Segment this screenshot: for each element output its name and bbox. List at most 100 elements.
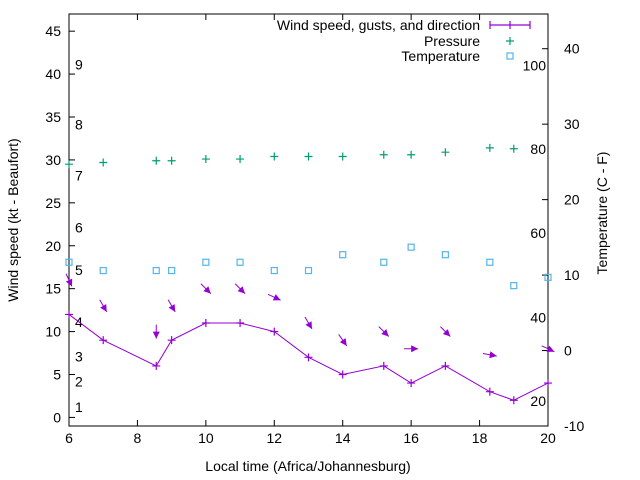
- arrow-head: [411, 345, 419, 353]
- pressure-point: [407, 150, 416, 159]
- wind-speed-point: [338, 370, 347, 379]
- y-tick-label: 0: [53, 409, 61, 425]
- x-tick-label: 6: [65, 430, 73, 446]
- y2-tick-label: 30: [564, 116, 580, 132]
- wind-direction-arrow-icon: [338, 334, 348, 347]
- arrow-head: [168, 304, 176, 312]
- wind-direction-arrow-icon: [304, 316, 313, 330]
- pressure-point: [485, 143, 494, 152]
- beaufort-label: 8: [75, 117, 83, 133]
- temperature-point: [99, 266, 107, 275]
- pressure-point: [338, 152, 347, 161]
- temperature-point: [380, 258, 388, 266]
- legend-sample-temperature: [506, 52, 514, 60]
- arrow-head: [546, 345, 555, 352]
- x-tick-label: 10: [198, 430, 214, 446]
- wind-speed-point: [236, 319, 245, 327]
- legend-label-wind: Wind speed, gusts, and direction: [277, 17, 480, 33]
- pressure-point: [65, 160, 73, 169]
- temperature-point: [202, 258, 210, 266]
- temperature-point: [544, 273, 552, 281]
- y-tick-label: 15: [45, 281, 61, 297]
- plot-border: [68, 13, 549, 427]
- y2-tick-label: 0: [564, 343, 572, 359]
- pressure-point: [99, 158, 108, 167]
- y-tick-label: 25: [45, 195, 61, 211]
- wind-direction-arrow-icon: [65, 273, 73, 287]
- y2-axis-label: Temperature (C - F): [594, 152, 610, 275]
- wind-speed-point: [99, 336, 108, 345]
- arrow-head: [100, 304, 107, 312]
- beaufort-label: 9: [75, 57, 83, 73]
- temperature-point: [270, 266, 278, 275]
- temperature-point: [304, 266, 313, 275]
- temperature-point: [339, 251, 347, 259]
- x-tick-label: 8: [134, 430, 142, 446]
- legend-sample-wind: [489, 21, 531, 29]
- wind-speed-point: [304, 353, 313, 362]
- arrow-head: [152, 331, 160, 339]
- arrow-head: [237, 286, 246, 294]
- pressure-point: [201, 155, 210, 164]
- y-tick-label: 20: [45, 238, 61, 254]
- pressure-point: [304, 152, 313, 161]
- wind-speed-point: [544, 379, 552, 388]
- y-tick-label: 45: [45, 23, 61, 39]
- beaufort-label: 2: [75, 373, 83, 389]
- pressure-point: [379, 150, 388, 159]
- temperature-point: [65, 258, 73, 266]
- wind-direction-arrow-icon: [541, 345, 555, 353]
- y2-tick-label: 40: [564, 41, 580, 57]
- y-tick-label: 35: [45, 109, 61, 125]
- arrow-head: [305, 321, 312, 330]
- fahrenheit-label: 40: [530, 309, 546, 325]
- temperature-point: [152, 266, 160, 275]
- fahrenheit-label: 100: [523, 57, 547, 73]
- wind-speed-point: [65, 310, 73, 319]
- arrow-head: [272, 294, 281, 301]
- wind-direction-arrow-icon: [482, 351, 497, 359]
- legend: Wind speed, gusts, and direction Pressur…: [277, 17, 531, 64]
- temperature-point: [510, 282, 518, 290]
- wind-speed-point: [379, 361, 388, 370]
- arrow-head: [381, 329, 389, 337]
- wind-speed-point: [167, 336, 176, 345]
- wind-speed-point: [152, 361, 161, 370]
- y-tick-label: 5: [53, 367, 61, 383]
- legend-sample-pressure: [506, 37, 514, 45]
- pressure-point: [236, 155, 245, 164]
- wind-direction-arrow-icon: [200, 283, 212, 294]
- x-tick-label: 20: [540, 430, 556, 446]
- beaufort-label: 1: [75, 399, 83, 415]
- legend-label-pressure: Pressure: [424, 33, 480, 49]
- pressure-point: [270, 152, 279, 161]
- x-tick-label: 18: [472, 430, 488, 446]
- y-tick-label: 30: [45, 152, 61, 168]
- temperature-point: [486, 258, 494, 266]
- wind-direction-arrow-icon: [152, 324, 160, 339]
- legend-label-temperature: Temperature: [401, 48, 480, 64]
- y2-tick-label: -10: [564, 418, 584, 434]
- y2-tick-label: 20: [564, 192, 580, 208]
- wind-direction-arrow-icon: [234, 283, 246, 294]
- wind-speed-point: [270, 327, 279, 336]
- arrow-head: [65, 278, 73, 287]
- pressure-point: [152, 156, 161, 165]
- x-tick-label: 16: [403, 430, 419, 446]
- arrow-head: [203, 286, 211, 294]
- beaufort-label: 6: [75, 220, 83, 236]
- fahrenheit-label: 80: [530, 141, 546, 157]
- fahrenheit-label: 20: [530, 393, 546, 409]
- arrow-head: [489, 351, 497, 359]
- wind-direction-arrow-icon: [404, 345, 419, 353]
- arrow-head: [339, 338, 347, 346]
- wind-speed-point: [485, 387, 494, 396]
- temperature-point: [168, 266, 176, 275]
- pressure-point: [509, 144, 518, 153]
- x-tick-label: 14: [335, 430, 351, 446]
- wind-speed-point: [509, 396, 518, 405]
- wind-speed-point: [441, 361, 450, 370]
- y-tick-label: 10: [45, 324, 61, 340]
- pressure-point: [441, 148, 450, 157]
- temperature-point: [407, 243, 415, 251]
